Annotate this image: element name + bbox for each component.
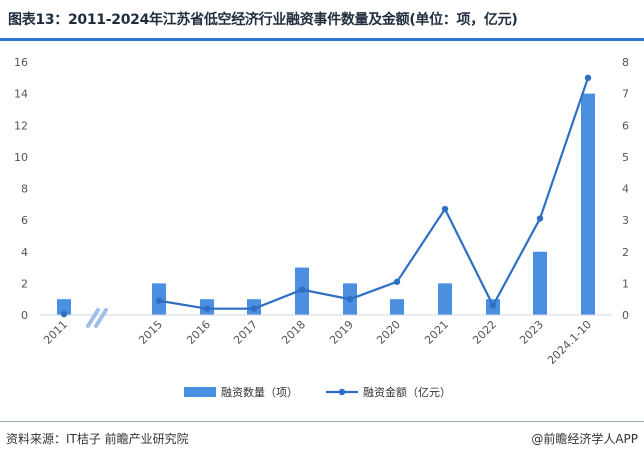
chart-title: 图表13：2011-2024年江苏省低空经济行业融资事件数量及金额(单位：项，亿… [8,12,518,28]
x-tick-label: 2021 [422,318,451,347]
legend-line-label: 融资金额（亿元） [363,385,451,399]
source-note: 资料来源：IT桔子 前瞻产业研究院 [6,432,189,446]
left-tick-label: 14 [14,88,28,101]
line-series [60,74,592,318]
left-tick-label: 4 [21,246,28,259]
x-tick-label: 2011 [41,318,70,347]
point-2015 [155,297,163,304]
right-tick-label: 3 [622,214,629,227]
bar-2020 [390,299,404,315]
bar-2023 [533,251,547,315]
point-2020 [393,278,401,285]
x-tick-label: 2022 [470,318,499,347]
right-tick-label: 2 [622,246,629,259]
amount-line [158,77,590,310]
bar-2011 [57,299,71,315]
right-tick-label: 7 [622,88,629,101]
x-tick-label: 2024.1-10 [545,318,594,367]
right-tick-label: 0 [622,309,629,322]
legend-line-marker [338,388,346,396]
point-2022 [489,302,497,309]
left-axis-ticks: 0 2 4 6 8 10 12 14 16 [14,56,28,322]
right-axis-ticks: 0 1 2 3 4 5 6 7 8 [622,56,629,322]
x-tick-label: 2018 [279,318,308,347]
legend: 融资数量（项） 融资金额（亿元） [184,385,451,399]
point-2021 [441,205,449,213]
bar-2024.1-10 [581,93,595,315]
x-axis-labels: 2011 2015 2016 2017 2018 2019 2020 2021 2022 2023… [41,318,594,367]
axis-break-mark [86,308,108,328]
point-2016 [203,305,211,312]
left-tick-label: 12 [14,119,28,132]
point-2018 [298,286,306,293]
legend-bar-label: 融资数量（项） [221,386,298,399]
brand-label: @前瞻经济学人APP [531,432,638,446]
right-tick-label: 4 [622,183,629,196]
legend-bar-swatch [184,387,216,397]
x-tick-label: 2020 [374,318,403,347]
x-tick-label: 2016 [184,318,213,347]
left-tick-label: 0 [21,309,28,322]
title-underline [0,38,644,41]
bar-2021 [438,283,452,315]
left-tick-label: 8 [21,183,28,196]
left-tick-label: 16 [14,56,28,69]
point-2024.1-10 [584,74,592,82]
right-tick-label: 8 [622,56,629,69]
x-tick-label: 2019 [327,318,356,347]
point-2017 [250,305,258,312]
x-tick-label: 2017 [231,318,260,347]
point-2019 [346,295,354,303]
footer-divider [0,421,644,422]
axis-break-stroke [94,308,108,328]
left-tick-label: 2 [21,277,28,290]
point-2023 [536,215,544,222]
point-2011 [60,310,68,318]
right-tick-label: 6 [622,119,629,132]
x-tick-label: 2015 [136,318,165,347]
right-tick-label: 5 [622,151,629,164]
left-tick-label: 10 [14,151,28,164]
bar-series [57,93,595,315]
right-tick-label: 1 [622,277,629,290]
left-tick-label: 6 [21,214,28,227]
x-tick-label: 2023 [517,318,546,347]
axis-break-stroke [86,308,100,328]
